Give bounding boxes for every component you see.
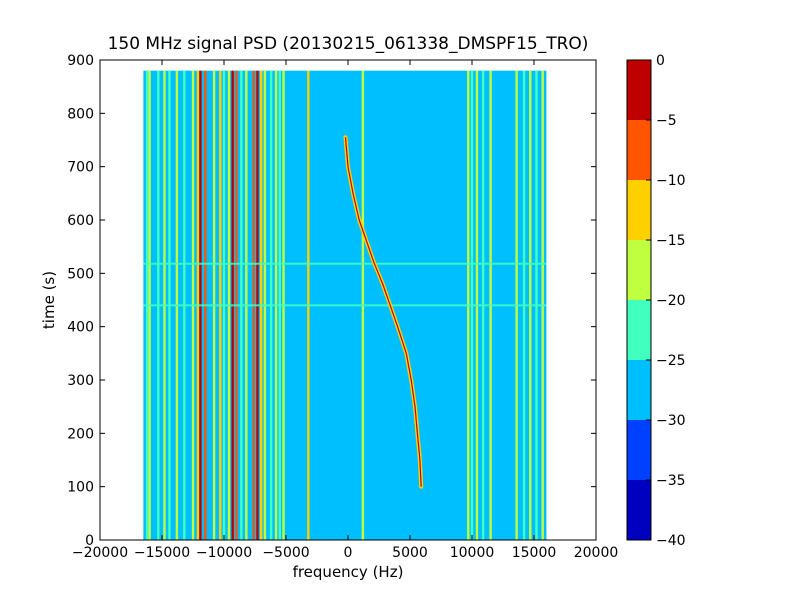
colorbar-tick-label: −20 xyxy=(656,293,686,309)
colorbar-tick-label: −10 xyxy=(656,173,686,189)
colorbar-segment-7 xyxy=(627,60,651,120)
y-tick-label: 900 xyxy=(67,53,94,69)
colorbar-segment-1 xyxy=(627,420,651,480)
time-streak-0 xyxy=(143,262,547,265)
y-tick-label: 700 xyxy=(67,160,94,176)
time-streak-1 xyxy=(143,304,547,307)
y-tick-label: 0 xyxy=(85,533,94,549)
y-axis-label: time (s) xyxy=(40,271,58,329)
colorbar-segment-5 xyxy=(627,180,651,240)
colorbar-segment-6 xyxy=(627,120,651,180)
colorbar-segment-2 xyxy=(627,360,651,420)
y-tick-label: 300 xyxy=(67,373,94,389)
y-tick-label: 500 xyxy=(67,266,94,282)
y-tick-label: 100 xyxy=(67,480,94,496)
colorbar-tick-label: −30 xyxy=(656,413,686,429)
x-tick-label: 5000 xyxy=(392,545,428,561)
y-axis: 0 100 200 300 400 500 600 700 800 900 xyxy=(67,53,596,549)
x-axis-label: frequency (Hz) xyxy=(293,563,404,581)
x-tick-label: −15000 xyxy=(134,545,190,561)
colorbar-segment-4 xyxy=(627,240,651,300)
x-tick-label: 0 xyxy=(344,545,353,561)
plot-area xyxy=(99,59,597,541)
x-tick-label: 15000 xyxy=(512,545,557,561)
doppler-trace-core xyxy=(344,137,422,487)
colorbar-tick-label: −25 xyxy=(656,353,686,369)
x-tick-label: −10000 xyxy=(196,545,252,561)
x-tick-label: 20000 xyxy=(574,545,619,561)
colorbar-tick-label: −5 xyxy=(656,113,677,129)
colorbar-segment-0 xyxy=(627,480,651,540)
y-tick-label: 600 xyxy=(67,213,94,229)
colorbar: −40 −35 −30 −25 −20 −15 −10 −5 0 xyxy=(626,53,686,549)
colorbar-tick-label: −15 xyxy=(656,233,686,249)
colorbar-tick-label: −35 xyxy=(656,473,686,489)
x-tick-label: 10000 xyxy=(450,545,495,561)
y-tick-label: 400 xyxy=(67,320,94,336)
colorbar-tick-label: −40 xyxy=(656,533,686,549)
x-axis: −20000 −15000 −10000 −5000 0 5000 10000 15000 20… xyxy=(72,60,618,561)
heatmap-layer xyxy=(143,70,547,541)
x-tick-label: −5000 xyxy=(262,545,309,561)
y-tick-label: 800 xyxy=(67,106,94,122)
x-tick-label: −20000 xyxy=(72,545,128,561)
y-tick-label: 200 xyxy=(67,426,94,442)
colorbar-tick-label: 0 xyxy=(656,53,665,69)
chart-title: 150 MHz signal PSD (20130215_061338_DMSP… xyxy=(108,34,589,54)
colorbar-segment-3 xyxy=(627,300,651,360)
